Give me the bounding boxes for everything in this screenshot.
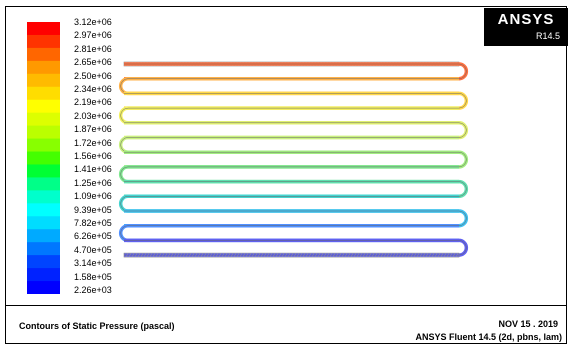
colorbar-label: 2.81e+06: [74, 43, 112, 54]
colorbar-swatch: [27, 34, 60, 49]
colorbar-swatch: [27, 216, 60, 230]
footer-divider: [6, 305, 566, 306]
colorbar-swatch: [27, 203, 60, 217]
tube-pass-outline: [124, 240, 467, 256]
colorbar-label: 1.25e+06: [74, 177, 112, 188]
colorbar-label: 1.41e+06: [74, 164, 112, 175]
colorbar-label: 2.19e+06: [74, 97, 112, 108]
colorbar-label: 4.70e+05: [74, 244, 112, 255]
tube-pass: [118, 135, 459, 154]
plot-title: Contours of Static Pressure (pascal): [19, 321, 175, 331]
logo-name: ANSYS: [497, 11, 555, 28]
tube-pass: [124, 150, 469, 169]
colorbar-swatch: [27, 22, 60, 36]
colorbar-swatch: [27, 125, 60, 140]
tube-pass: [118, 194, 459, 213]
colorbar-swatch: [27, 229, 60, 243]
colorbar-label: 7.82e+05: [74, 218, 112, 228]
colorbar-swatch: [27, 268, 60, 282]
tube-pass-outline: [124, 210, 467, 226]
colorbar-swatch: [27, 177, 60, 191]
tube-pass-outline: [124, 63, 467, 79]
colorbar-swatch: [27, 151, 60, 165]
colorbar-swatch: [27, 164, 60, 178]
tube-pass-outline: [124, 122, 467, 138]
tube-pass: [124, 179, 469, 199]
colorbar-swatch: [27, 86, 60, 101]
tube-pass-outline: [120, 166, 459, 182]
colorbar-label: 1.58e+05: [74, 271, 112, 282]
colorbar-swatch: [27, 99, 60, 114]
tube-pass-outline: [124, 151, 467, 168]
tube-pass: [124, 121, 469, 140]
colorbar-label: 3.12e+06: [74, 17, 112, 27]
colorbar-label: 2.50e+06: [74, 70, 112, 81]
tube-pass-outline: [124, 93, 467, 109]
colorbar-swatch: [27, 112, 60, 127]
colorbar-swatch: [27, 47, 60, 62]
tube-pass-outline: [124, 181, 467, 197]
colorbar-label: 2.34e+06: [74, 84, 112, 94]
colorbar-label: 2.97e+06: [74, 30, 112, 41]
tube-pass: [118, 223, 459, 243]
colorbar-label: 3.14e+05: [74, 258, 112, 269]
tube-pass-outline: [120, 225, 459, 241]
solver-info: ANSYS Fluent 14.5 (2d, pbns, lam): [415, 332, 562, 342]
colorbar-label: 2.65e+06: [74, 57, 112, 68]
colorbar-label: 6.26e+05: [74, 231, 112, 242]
logo-version: R14.5: [535, 31, 560, 41]
tube-pass: [118, 165, 459, 184]
tube-pass-outline: [120, 107, 459, 124]
colorbar-label: 1.09e+06: [74, 191, 112, 202]
colorbar-swatch: [27, 73, 60, 88]
tube-pass: [118, 106, 459, 125]
colorbar-swatch: [27, 60, 60, 75]
plot-date: NOV 15 . 2019: [498, 319, 558, 329]
ansys-logo: ANSYS R14.5: [484, 8, 568, 46]
colorbar-label: 2.03e+06: [74, 110, 112, 121]
tube-pass: [124, 91, 469, 110]
colorbar-swatch: [27, 281, 60, 294]
colorbar-label: 1.72e+06: [74, 137, 112, 148]
colorbar-swatch: [27, 190, 60, 204]
tube-pass-outline: [120, 78, 459, 94]
colorbar-label: 1.56e+06: [74, 151, 112, 161]
colorbar-swatch: [27, 242, 60, 256]
colorbar-label: 9.39e+05: [74, 204, 112, 215]
colorbar-swatch: [27, 255, 60, 269]
colorbar-swatch: [27, 138, 60, 153]
tube-pass: [124, 209, 469, 228]
colorbar-label: 1.87e+06: [74, 124, 112, 135]
tube-pass: [118, 76, 459, 96]
pressure-colorbar: [27, 22, 60, 294]
colorbar-label: 2.26e+03: [74, 285, 112, 295]
tube-pass-outline: [120, 196, 459, 212]
tube-pass-outline: [120, 137, 459, 153]
outlet-pass: [123, 252, 460, 258]
